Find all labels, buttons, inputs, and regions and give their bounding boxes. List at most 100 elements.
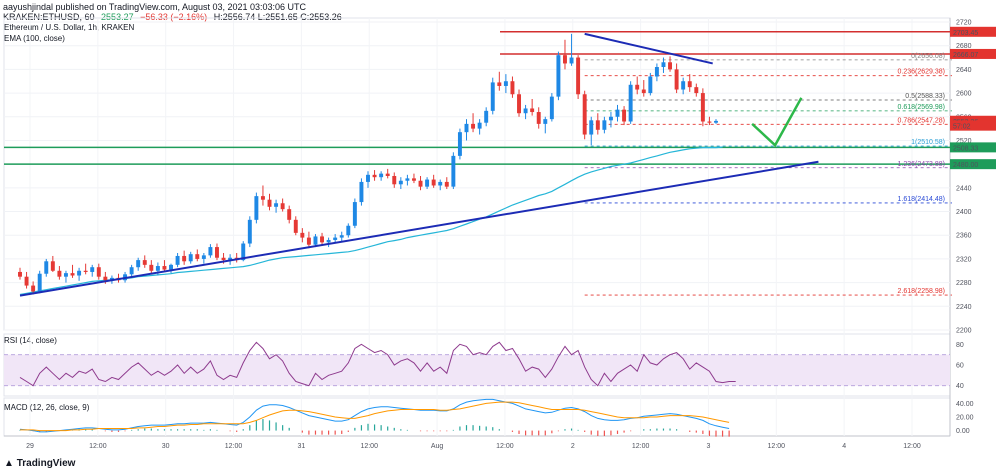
candle (201, 253, 206, 264)
trendline (584, 32, 713, 65)
candle (267, 193, 272, 211)
candle (635, 76, 640, 95)
candle (622, 106, 627, 126)
candle-body (31, 285, 36, 292)
candle-body (549, 96, 554, 120)
candle (405, 174, 410, 186)
candle (687, 74, 692, 92)
candle (536, 107, 541, 129)
candle-body (201, 255, 206, 259)
candle-body (293, 219, 298, 233)
candle-body (339, 235, 344, 238)
candle-body (714, 120, 718, 123)
tradingview-logo: ▲ TradingView (4, 458, 75, 469)
candle-body (654, 67, 659, 77)
price-tick-label: 2200 (956, 328, 972, 335)
candle (293, 216, 298, 236)
candle-body (18, 271, 22, 277)
candle-body (333, 237, 338, 240)
candle-body (280, 203, 285, 210)
candle (182, 250, 187, 265)
candle-body (96, 267, 101, 277)
candle-body (589, 120, 594, 135)
macd-line (19, 398, 730, 433)
price-tick-label: 2720 (956, 20, 972, 27)
candle (175, 253, 180, 268)
candle-body (63, 273, 68, 277)
candle (31, 281, 36, 295)
candle-body (359, 181, 364, 203)
candle (352, 198, 357, 229)
fib-level-label: 1.618(2414.48) (898, 196, 945, 203)
candle-body (155, 266, 160, 271)
candle (602, 116, 607, 134)
price-tick-label: 2680 (956, 43, 972, 50)
candle (339, 231, 344, 243)
candle (234, 253, 239, 263)
candle (215, 243, 219, 261)
candle (674, 63, 679, 94)
candle (523, 104, 528, 120)
candle-body (215, 247, 219, 258)
time-tick-label: 12:00 (89, 443, 107, 450)
candle (320, 232, 325, 246)
candle (24, 271, 29, 289)
candle-body (648, 76, 653, 94)
fib-level-label: 0.618(2569.98) (898, 104, 945, 111)
candle (90, 264, 95, 277)
candle (346, 223, 351, 238)
candle (306, 231, 311, 249)
candle (398, 177, 403, 190)
time-tick-label: 12:00 (632, 443, 650, 450)
candle (385, 168, 390, 179)
candle (247, 216, 252, 248)
time-tick-label: Aug (431, 443, 444, 450)
candle-body (366, 174, 370, 182)
candle-body (608, 116, 613, 121)
candle-body (582, 94, 587, 135)
candle-body (346, 225, 351, 236)
candle-body (451, 155, 456, 187)
macd-tick-label: 20.00 (956, 415, 974, 422)
candle-body (241, 243, 246, 261)
price-tick-label: 2240 (956, 304, 972, 311)
candle-body (490, 82, 495, 111)
candle-body (438, 181, 443, 186)
macd-pane-frame (3, 397, 951, 437)
candle (661, 57, 666, 73)
rsi-tick-label: 80 (956, 342, 964, 349)
time-tick-label: 4 (842, 443, 846, 450)
candle-body (622, 109, 627, 122)
time-tick-label: 12:00 (903, 443, 921, 450)
main-pane-frame (3, 17, 951, 331)
candle-body (90, 267, 95, 272)
candle (497, 71, 502, 91)
candle-body (628, 84, 633, 122)
price-badge-label: 57:02 (953, 124, 971, 131)
candle-body (109, 277, 114, 281)
candle-body (523, 108, 528, 114)
price-tick-label: 2520 (956, 138, 972, 145)
candle-body (457, 132, 462, 156)
price-badge (950, 142, 996, 153)
candle (63, 270, 68, 283)
candle (44, 258, 49, 277)
candle (188, 251, 193, 264)
candle (418, 176, 423, 191)
candle (57, 266, 62, 280)
candle-body (536, 112, 541, 124)
chart-title: Ethereum / U.S. Dollar, 1h, KRAKEN (4, 23, 134, 32)
candle (392, 172, 397, 188)
price-badge (950, 159, 996, 170)
candle-body (300, 232, 305, 238)
candle-body (70, 273, 75, 276)
candle-body (700, 93, 705, 122)
candle (260, 185, 265, 206)
brand-label: TradingView (16, 458, 76, 469)
candle-body (372, 174, 377, 178)
candle-body (169, 264, 173, 270)
candle-body (162, 266, 167, 270)
candle (517, 89, 521, 117)
candle (326, 237, 331, 248)
